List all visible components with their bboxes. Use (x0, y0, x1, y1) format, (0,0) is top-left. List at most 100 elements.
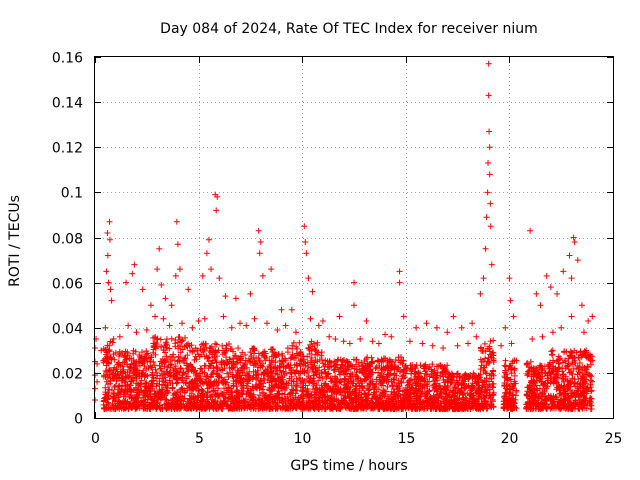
data-point (289, 342, 296, 349)
data-point (157, 358, 164, 365)
data-point (285, 380, 292, 387)
data-point (239, 349, 246, 356)
y-tick-label: 0.06 (52, 277, 83, 293)
data-point (152, 366, 159, 373)
data-point (169, 385, 176, 392)
data-point (103, 368, 110, 375)
data-point (305, 345, 312, 352)
data-point (336, 313, 343, 320)
data-point (127, 374, 134, 381)
data-point (167, 380, 174, 387)
data-point (140, 405, 147, 412)
data-point (193, 405, 200, 412)
data-point (303, 398, 310, 405)
data-point (100, 357, 107, 364)
data-point (349, 396, 356, 403)
data-point (184, 373, 191, 380)
data-point (253, 376, 260, 383)
data-point (368, 369, 375, 376)
data-point (262, 350, 269, 357)
data-point (578, 302, 585, 309)
data-point (265, 368, 272, 375)
data-point (228, 324, 235, 331)
data-point (548, 348, 555, 355)
data-point (156, 245, 163, 252)
data-point (157, 365, 164, 372)
data-point (311, 345, 318, 352)
data-point (326, 358, 333, 365)
data-point (256, 401, 263, 408)
data-point (147, 405, 154, 412)
data-point (109, 339, 116, 346)
data-point (297, 376, 304, 383)
data-point (508, 370, 515, 377)
data-point (156, 382, 163, 389)
data-point (228, 364, 235, 371)
data-point (271, 383, 278, 390)
data-point (267, 375, 274, 382)
data-point (328, 375, 335, 382)
data-point (198, 404, 205, 411)
data-point (131, 261, 138, 268)
data-point (295, 369, 302, 376)
data-point (361, 390, 368, 397)
data-point (192, 386, 199, 393)
data-point (189, 383, 196, 390)
data-point (302, 382, 309, 389)
data-point (249, 383, 256, 390)
x-tick-label: 20 (501, 431, 519, 447)
data-point (319, 375, 326, 382)
data-point (188, 342, 195, 349)
data-point (316, 373, 323, 380)
data-point (307, 315, 314, 322)
data-point (101, 395, 108, 402)
data-point (367, 366, 374, 373)
data-point (236, 400, 243, 407)
data-point (168, 405, 175, 412)
data-point (279, 350, 286, 357)
data-point (234, 359, 241, 366)
data-point (237, 320, 244, 327)
data-point (120, 405, 127, 412)
data-point (199, 398, 206, 405)
data-point (173, 368, 180, 375)
data-point (313, 390, 320, 397)
data-point (382, 331, 389, 338)
data-point (332, 336, 339, 343)
data-point (161, 357, 168, 364)
data-point (105, 279, 112, 286)
data-point (198, 378, 205, 385)
data-point (197, 375, 204, 382)
data-point (267, 405, 274, 412)
data-point (250, 396, 257, 403)
data-point (281, 391, 288, 398)
data-point (123, 279, 130, 286)
data-point (128, 395, 135, 402)
data-point (121, 359, 128, 366)
data-point (208, 403, 215, 410)
data-point (339, 368, 346, 375)
data-point (176, 358, 183, 365)
data-point (111, 397, 118, 404)
data-point (312, 394, 319, 401)
data-point (126, 355, 133, 362)
data-point (352, 383, 359, 390)
x-tick-label: 15 (398, 431, 416, 447)
data-point (190, 399, 197, 406)
data-point (185, 382, 192, 389)
data-point (235, 345, 242, 352)
data-point (185, 366, 192, 373)
data-point (168, 302, 175, 309)
data-point (230, 355, 237, 362)
data-point (277, 367, 284, 374)
data-point (247, 290, 254, 297)
data-point (392, 357, 399, 364)
data-point (261, 353, 268, 360)
data-point (122, 393, 129, 400)
data-point (173, 398, 180, 405)
data-point (180, 357, 187, 364)
data-point (303, 250, 310, 257)
data-point (444, 329, 451, 336)
data-point (153, 369, 160, 376)
data-point (293, 375, 300, 382)
